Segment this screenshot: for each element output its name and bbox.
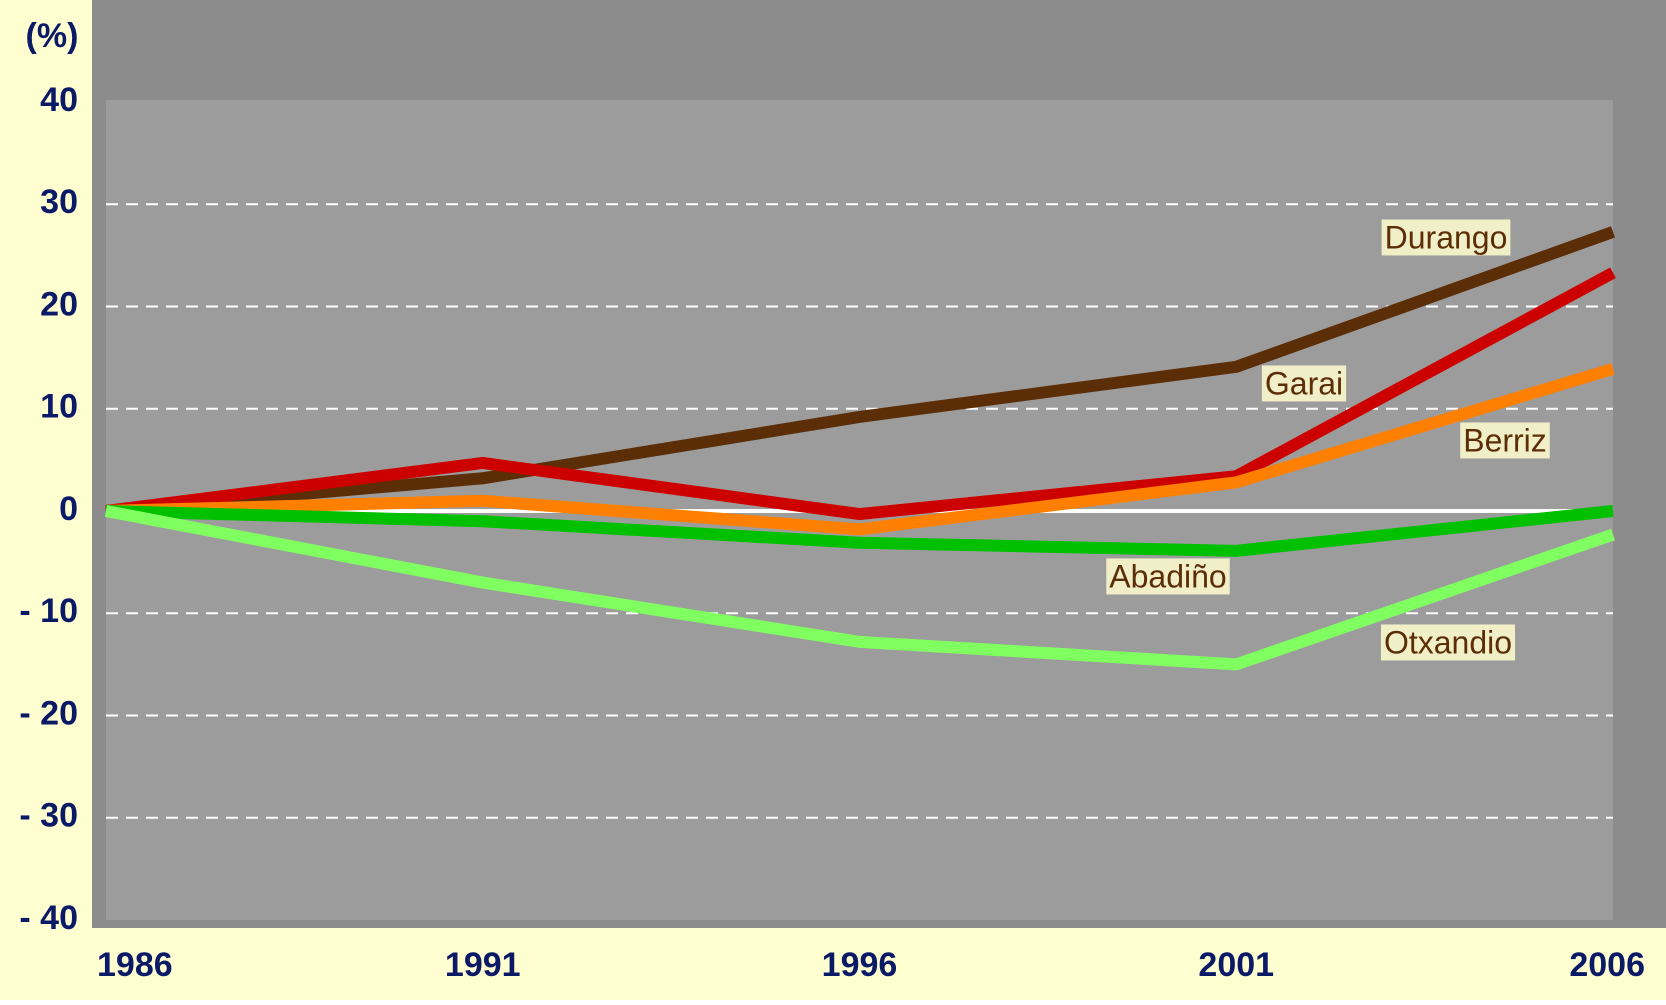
x-tick-label: 2006 [1569,946,1645,984]
y-tick-label: 40 [40,81,78,119]
series-label: Abadiño [1109,558,1226,594]
y-tick-label: 0 [59,490,78,528]
series-label: Garai [1265,365,1343,401]
series-label: Durango [1385,219,1508,255]
x-tick-label: 1991 [445,946,521,984]
series-label: Berriz [1463,422,1547,458]
x-tick-label: 2001 [1198,946,1274,984]
page: {"chart_data": {"type": "line", "y_label… [0,0,1666,1000]
x-tick-label: 1996 [822,946,898,984]
x-tick-label: 1986 [97,946,173,984]
y-tick-label: - 10 [19,592,78,630]
y-tick-label: 10 [40,388,78,426]
y-tick-label: - 20 [19,694,78,732]
y-tick-label: 30 [40,183,78,221]
y-axis-label: (%) [26,17,79,55]
series-label: Otxandio [1384,624,1512,660]
y-tick-label: - 30 [19,797,78,835]
y-axis-strip [0,0,92,1000]
y-tick-label: 20 [40,285,78,323]
chart: (%) - 40 - 30 - 20 - 10 0 10 20 30 40 1986 1991 199… [0,0,1666,1000]
y-tick-label: - 40 [19,899,78,937]
